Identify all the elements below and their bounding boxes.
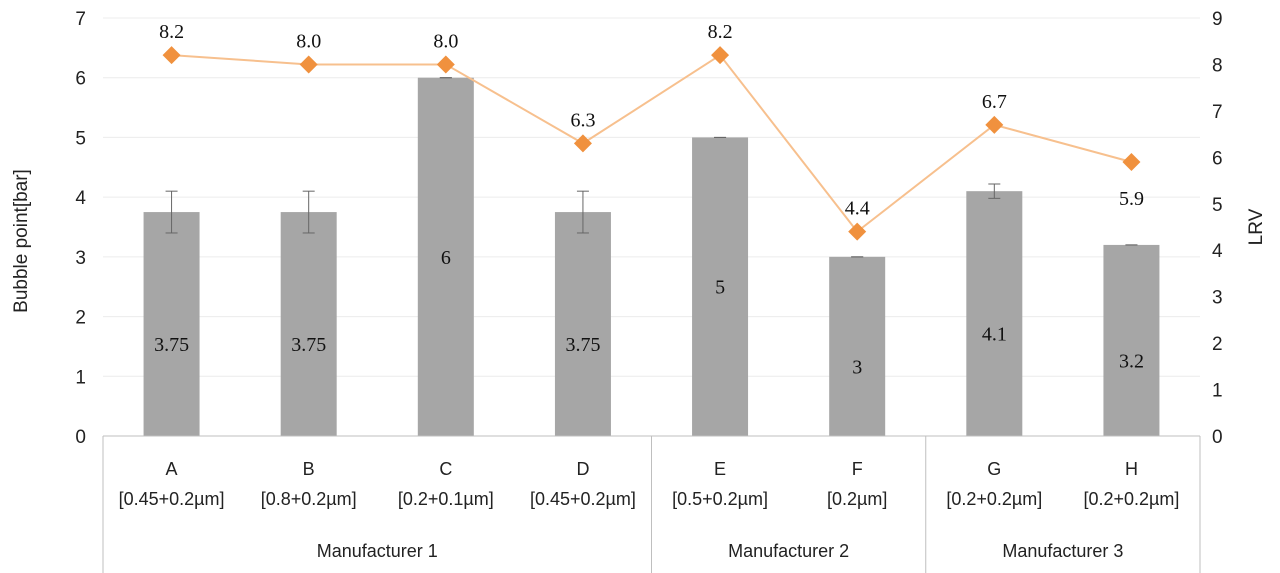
- y-axis-label-right: LRV: [1246, 208, 1267, 245]
- x-tick-label: E: [714, 459, 726, 479]
- bar-data-label: 3: [852, 356, 862, 378]
- bar: [966, 191, 1023, 436]
- lrv-data-label: 4.4: [845, 198, 870, 220]
- lrv-line-series: [162, 46, 1141, 241]
- x-tick-sublabel: [0.2+0.2µm]: [1083, 489, 1179, 509]
- lrv-marker: [711, 46, 730, 65]
- bar: [829, 256, 886, 436]
- bar: [1103, 244, 1160, 436]
- y-tick-label-left: 4: [75, 188, 86, 209]
- y-tick-label-right: 7: [1212, 102, 1223, 123]
- x-tick-label: C: [439, 459, 452, 479]
- x-tick-label: B: [303, 459, 315, 479]
- group-label: Manufacturer 2: [728, 541, 849, 561]
- lrv-marker: [1122, 152, 1141, 171]
- x-tick-label: A: [166, 459, 178, 479]
- y-tick-label-left: 2: [75, 308, 86, 329]
- bar-data-label: 3.75: [565, 334, 600, 356]
- lrv-marker: [985, 115, 1004, 134]
- x-tick-sublabel: [0.5+0.2µm]: [672, 489, 768, 509]
- y-tick-label-right: 9: [1212, 9, 1223, 30]
- bar: [692, 137, 749, 436]
- lrv-data-label: 8.0: [433, 30, 458, 52]
- gridlines: [103, 17, 1200, 377]
- x-tick-label: D: [576, 459, 589, 479]
- lrv-marker: [162, 46, 181, 65]
- y-tick-label-right: 8: [1212, 55, 1223, 76]
- y-tick-label-right: 0: [1212, 427, 1223, 448]
- y-tick-label-right: 2: [1212, 334, 1223, 355]
- y-axis-label-left: Bubble point[bar]: [11, 169, 32, 313]
- x-tick-sublabel: [0.2µm]: [827, 489, 887, 509]
- lrv-data-label: 5.9: [1119, 188, 1144, 210]
- bar: [143, 212, 200, 436]
- x-tick-sublabel: [0.8+0.2µm]: [261, 489, 357, 509]
- bar-data-label: 4.1: [982, 324, 1007, 346]
- y-tick-label-right: 6: [1212, 148, 1223, 169]
- x-tick-label: H: [1125, 459, 1138, 479]
- y-tick-label-left: 3: [75, 248, 86, 269]
- lrv-line: [171, 53, 1132, 234]
- y-tick-label-left: 7: [75, 9, 86, 30]
- y-tick-label-right: 5: [1212, 195, 1223, 216]
- bar-data-label: 3.2: [1119, 350, 1144, 372]
- bar: [280, 212, 337, 436]
- lrv-data-label: 6.7: [982, 91, 1007, 113]
- y-tick-label-right: 3: [1212, 288, 1223, 309]
- bar-data-label: 3.75: [291, 334, 326, 356]
- y-tick-label-left: 0: [75, 427, 86, 448]
- x-tick-sublabel: [0.45+0.2µm]: [119, 489, 225, 509]
- bar: [417, 77, 474, 436]
- x-tick-label: F: [852, 459, 863, 479]
- y-tick-label-left: 1: [75, 367, 86, 388]
- bar-data-label: 3.75: [154, 334, 189, 356]
- x-tick-label: G: [987, 459, 1001, 479]
- y-tick-label-right: 4: [1212, 241, 1223, 262]
- lrv-marker: [299, 55, 318, 74]
- bar-data-label: 5: [715, 277, 725, 299]
- x-tick-sublabel: [0.2+0.2µm]: [946, 489, 1042, 509]
- lrv-data-label: 8.2: [708, 21, 733, 43]
- y-tick-label-right: 1: [1212, 381, 1223, 402]
- group-label: Manufacturer 3: [1002, 541, 1123, 561]
- y-tick-label-left: 6: [75, 69, 86, 90]
- lrv-marker: [848, 222, 867, 241]
- lrv-data-label: 6.3: [570, 109, 595, 131]
- x-tick-sublabel: [0.45+0.2µm]: [530, 489, 636, 509]
- lrv-marker: [436, 55, 455, 74]
- axes: 0 1 2 3 4 5 6 7 0 1 2 3 4 5 6 7 8 9 A [0.45+0.2µm] B [0.8+0.2…: [75, 9, 1223, 573]
- bar-data-label: 6: [441, 247, 451, 269]
- bar: [554, 212, 611, 436]
- bar-series: [143, 77, 1160, 436]
- x-tick-sublabel: [0.2+0.1µm]: [398, 489, 494, 509]
- lrv-marker: [573, 134, 592, 153]
- y-tick-label-left: 5: [75, 128, 86, 149]
- lrv-data-label: 8.2: [159, 21, 184, 43]
- group-label: Manufacturer 1: [317, 541, 438, 561]
- data-labels: 3.75 3.75 6 3.75 5 3 4.1 3.2 8.2 8.0 8.0 6.3 8.2 4.4 6…: [154, 21, 1144, 378]
- lrv-data-label: 8.0: [296, 30, 321, 52]
